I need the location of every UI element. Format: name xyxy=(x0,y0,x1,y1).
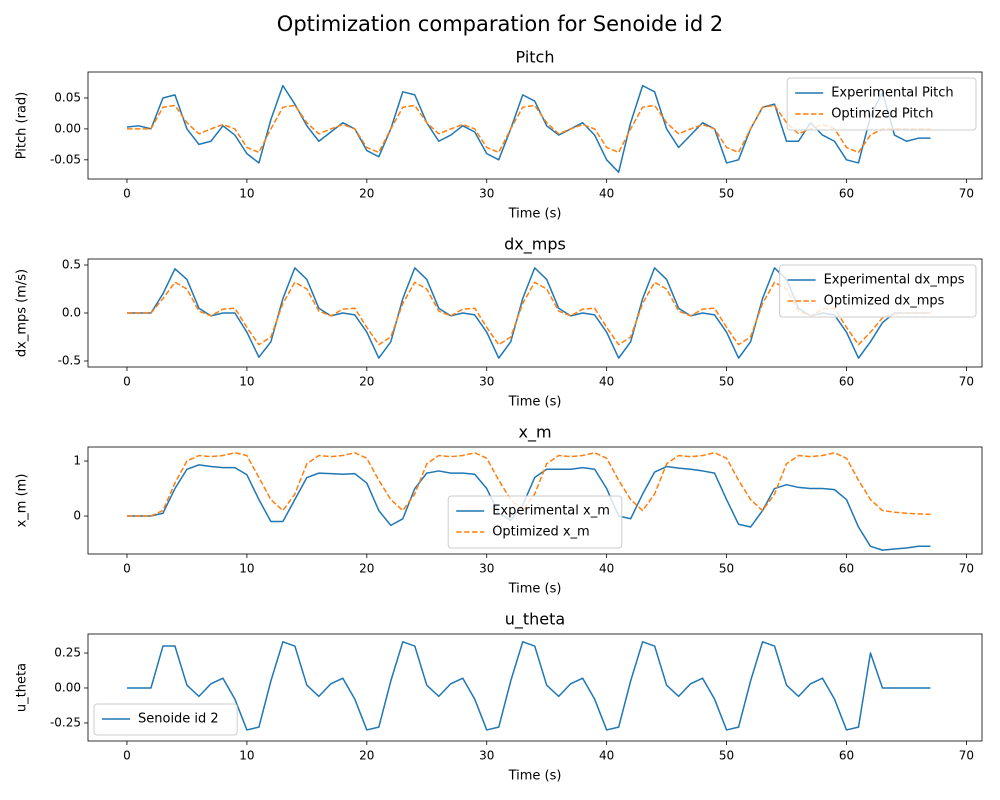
y-tick-label: 0.5 xyxy=(62,258,81,272)
axes-title: x_m xyxy=(518,423,551,443)
x-tick-label: 30 xyxy=(479,187,494,201)
axes-frame xyxy=(87,258,983,368)
legend-label: Experimental x_m xyxy=(492,504,610,519)
legend: Senoide id 2 xyxy=(93,703,238,736)
y-tick-label: 0.25 xyxy=(54,646,81,660)
data-line xyxy=(126,464,931,551)
x-tick-label: 60 xyxy=(839,375,854,389)
x-tick-label: 20 xyxy=(359,375,374,389)
legend-label: Optimized dx_mps xyxy=(824,294,945,309)
axes-frame xyxy=(87,633,983,742)
data-line xyxy=(126,641,931,731)
axes-frame xyxy=(87,446,983,555)
x-axis-label: Time (s) xyxy=(508,769,562,784)
x-tick-label: 60 xyxy=(839,749,854,763)
y-tick-label: 1 xyxy=(73,454,81,468)
axes-frame xyxy=(87,71,983,180)
legend: Experimental Pitch Optimized Pitch xyxy=(786,77,977,131)
axes-title: u_theta xyxy=(505,610,565,630)
y-axis-label: dx_mps (m/s) xyxy=(15,269,30,357)
y-tick-label: 0.00 xyxy=(54,121,81,135)
y-axis-label: u_theta xyxy=(15,663,30,712)
legend-box xyxy=(93,703,238,736)
x-tick-label: 40 xyxy=(599,749,614,763)
legend: Experimental x_m Optimized x_m xyxy=(447,495,623,549)
x-tick-label: 70 xyxy=(959,749,974,763)
x-tick-label: 10 xyxy=(239,749,254,763)
x-tick-label: 30 xyxy=(479,749,494,763)
y-tick-label: -0.5 xyxy=(58,354,81,368)
x-tick-label: 70 xyxy=(959,187,974,201)
y-tick-label: -0.05 xyxy=(50,152,81,166)
axes-title: dx_mps xyxy=(504,235,566,255)
y-tick-label: 0.0 xyxy=(62,306,81,320)
legend-label: Optimized x_m xyxy=(492,525,590,540)
x-tick-label: 20 xyxy=(359,187,374,201)
legend: Experimental dx_mps Optimized dx_mps xyxy=(779,264,977,318)
x-tick-label: 0 xyxy=(123,749,131,763)
y-tick-label: 0.05 xyxy=(54,90,81,104)
x-axis-label: Time (s) xyxy=(508,395,562,410)
x-tick-label: 40 xyxy=(599,187,614,201)
data-line xyxy=(126,84,931,173)
legend-label: Senoide id 2 xyxy=(138,712,219,727)
legend-label: Optimized Pitch xyxy=(831,107,933,122)
x-tick-label: 40 xyxy=(599,562,614,576)
x-tick-label: 10 xyxy=(239,375,254,389)
x-tick-label: 40 xyxy=(599,375,614,389)
x-tick-label: 30 xyxy=(479,375,494,389)
y-tick-label: 0.00 xyxy=(54,680,81,694)
y-axis-label: x_m (m) xyxy=(15,474,30,528)
x-tick-label: 50 xyxy=(719,749,734,763)
legend-label: Experimental dx_mps xyxy=(824,273,965,288)
y-axis-label: Pitch (rad) xyxy=(15,92,30,160)
x-tick-label: 20 xyxy=(359,562,374,576)
x-tick-label: 70 xyxy=(959,562,974,576)
legend-label: Experimental Pitch xyxy=(831,86,953,101)
x-axis-label: Time (s) xyxy=(508,582,562,597)
legend-box xyxy=(786,77,977,131)
legend-box xyxy=(447,495,623,549)
legend-box xyxy=(779,264,977,318)
x-tick-label: 10 xyxy=(239,562,254,576)
x-tick-label: 70 xyxy=(959,375,974,389)
x-tick-label: 50 xyxy=(719,375,734,389)
x-axis-label: Time (s) xyxy=(508,207,562,222)
y-tick-label: -0.25 xyxy=(50,715,81,729)
x-tick-label: 60 xyxy=(839,187,854,201)
x-tick-label: 10 xyxy=(239,187,254,201)
x-tick-label: 0 xyxy=(123,187,131,201)
figure-title: Optimization comparation for Senoide id … xyxy=(277,12,723,36)
data-line xyxy=(126,104,931,154)
x-tick-label: 20 xyxy=(359,749,374,763)
x-tick-label: 0 xyxy=(123,375,131,389)
y-tick-label: 0 xyxy=(73,509,81,523)
x-tick-label: 50 xyxy=(719,562,734,576)
x-tick-label: 50 xyxy=(719,187,734,201)
x-tick-label: 60 xyxy=(839,562,854,576)
x-tick-label: 30 xyxy=(479,562,494,576)
axes-title: Pitch xyxy=(516,48,555,67)
x-tick-label: 0 xyxy=(123,562,131,576)
